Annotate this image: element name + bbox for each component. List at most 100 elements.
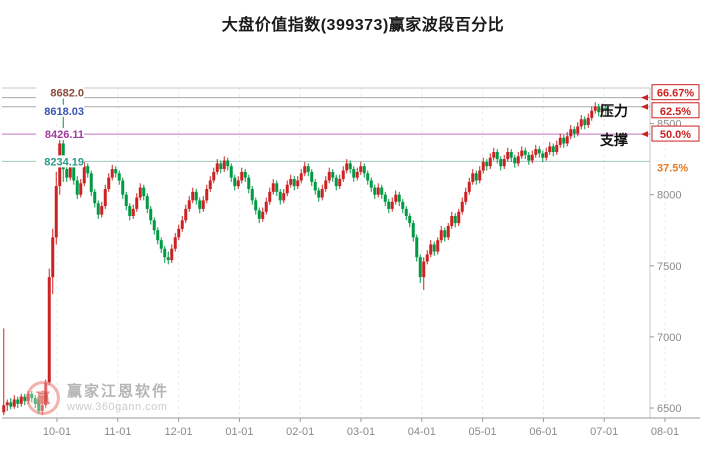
- x-axis-label: 04-01: [408, 426, 436, 438]
- candle-body: [376, 187, 380, 195]
- level-arrow-icon: [641, 103, 648, 110]
- candle-body: [170, 248, 174, 261]
- candle-body: [149, 208, 153, 221]
- candle-body: [261, 211, 265, 219]
- candle-body: [464, 191, 468, 202]
- candle-body: [292, 179, 296, 187]
- candle-body: [2, 405, 6, 413]
- candle-body: [306, 166, 310, 172]
- candle-body: [317, 190, 321, 198]
- candle-body: [142, 187, 146, 197]
- candle-body: [551, 146, 555, 153]
- candle-body: [194, 191, 198, 201]
- candle-body: [264, 201, 268, 212]
- candle-body: [12, 399, 16, 407]
- pct-label: 62.5%: [660, 106, 691, 118]
- candle-body: [404, 208, 408, 217]
- x-axis-label: 06-01: [529, 426, 557, 438]
- candle-body: [180, 220, 184, 229]
- candle-body: [19, 396, 23, 404]
- candle-body: [215, 163, 219, 172]
- level-price-bg: [36, 86, 84, 99]
- candle-body: [121, 180, 125, 195]
- candle-body: [79, 183, 83, 195]
- candle-body: [373, 187, 377, 195]
- x-axis-label: 08-01: [651, 426, 679, 438]
- chart-title: 大盘价值指数(399373)赢家波段百分比: [221, 17, 505, 34]
- candle-body: [247, 177, 251, 189]
- candle-body: [205, 188, 209, 201]
- candle-body: [324, 180, 328, 189]
- candle-body: [583, 119, 587, 125]
- candle-body: [135, 197, 139, 209]
- level-price-bg: [36, 155, 84, 168]
- level-arrow-icon: [641, 131, 648, 138]
- watermark-brand: 赢家江恩软件: [67, 383, 170, 401]
- candle-body: [219, 163, 223, 170]
- candle-body: [471, 173, 475, 182]
- candle-body: [527, 154, 531, 161]
- candle-body: [75, 180, 79, 195]
- candle-body: [117, 173, 121, 181]
- candle-body: [485, 161, 489, 167]
- candle-body: [397, 194, 401, 202]
- candle-body: [93, 191, 97, 204]
- candle-body: [520, 150, 524, 157]
- pct-box: [651, 102, 700, 119]
- candle-body: [415, 237, 419, 258]
- level-price-bg: [36, 128, 84, 141]
- x-axis-label: 03-01: [347, 426, 375, 438]
- pct-label: 37.5%: [657, 162, 688, 174]
- x-axis-label: 02-01: [286, 426, 314, 438]
- candle-body: [96, 203, 100, 215]
- candle-body: [103, 188, 107, 207]
- candle-body: [271, 183, 275, 192]
- candle-body: [268, 191, 272, 202]
- candle-body: [506, 152, 510, 160]
- candle-body: [236, 180, 240, 187]
- candle-body: [86, 166, 90, 174]
- candle-body: [299, 173, 303, 181]
- pressure-label: 压力: [600, 103, 628, 119]
- candle-body: [443, 230, 447, 238]
- candle-body: [138, 187, 142, 198]
- brand-logo-icon: 赢: [26, 381, 60, 415]
- candle-body: [380, 187, 384, 195]
- watermark-url: www.360gann.com: [67, 400, 168, 413]
- candle-body: [198, 200, 202, 209]
- candle-body: [481, 161, 485, 171]
- candle-body: [233, 177, 237, 187]
- candle-body: [114, 169, 118, 174]
- candle-body: [173, 237, 177, 249]
- candle-body: [450, 216, 454, 226]
- candle-body: [240, 171, 244, 181]
- candle-body: [166, 257, 170, 261]
- candle-body: [604, 107, 608, 110]
- candle-body: [439, 230, 443, 241]
- y-axis-label: 8000: [657, 190, 681, 202]
- candle-body: [156, 230, 160, 241]
- candle-body: [16, 399, 20, 404]
- candle-body: [275, 183, 279, 192]
- candle-body: [334, 177, 338, 187]
- candle-body: [5, 402, 9, 406]
- candle-body: [562, 137, 566, 144]
- candle-body: [72, 163, 76, 181]
- candle-body: [51, 237, 55, 278]
- candle-body: [313, 181, 317, 191]
- candle-body: [243, 171, 247, 178]
- candle-body: [432, 244, 436, 252]
- candle-body: [593, 106, 597, 111]
- candle-body: [226, 160, 230, 167]
- candle-body: [523, 150, 527, 155]
- candle-body: [359, 166, 363, 172]
- candle-body: [387, 201, 391, 209]
- candle-body: [89, 173, 93, 192]
- candle-body: [278, 191, 282, 201]
- candle-body: [534, 149, 538, 155]
- candle-body: [495, 152, 499, 160]
- candle-body: [390, 201, 394, 209]
- level-price-label: 8234.19: [44, 156, 84, 168]
